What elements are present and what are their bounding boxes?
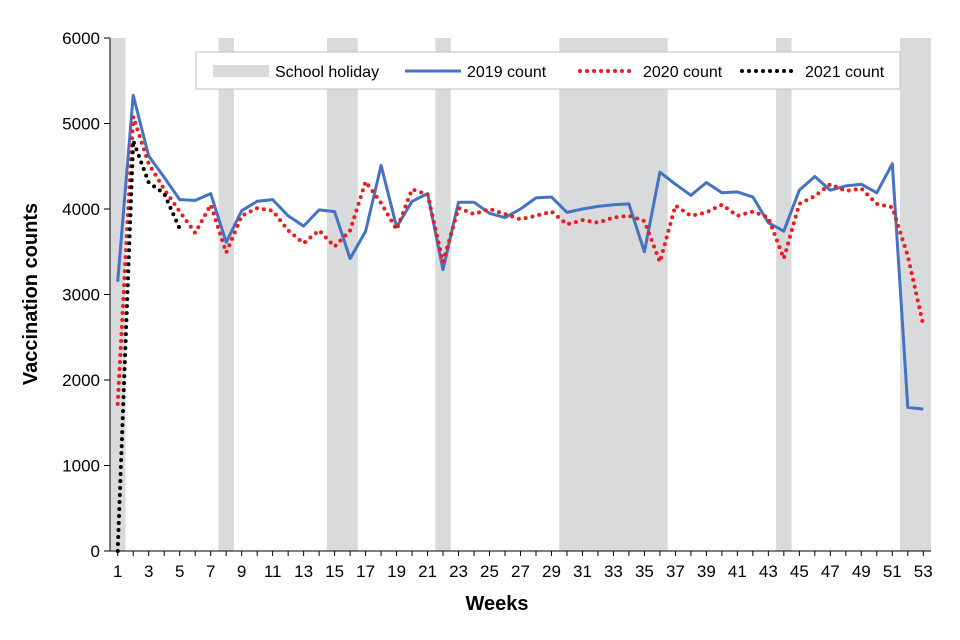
y-tick-label: 4000 xyxy=(62,200,100,219)
series-line-2019-count xyxy=(116,93,924,411)
y-tick-label: 6000 xyxy=(62,29,100,48)
x-tick-label: 51 xyxy=(883,562,902,581)
school-holiday-bands xyxy=(110,38,931,551)
x-tick-label: 13 xyxy=(294,562,313,581)
x-tick-label: 29 xyxy=(542,562,561,581)
data-point xyxy=(767,216,769,218)
legend-label-series: 2021 count xyxy=(805,64,885,81)
legend-label-holiday: School holiday xyxy=(275,64,379,81)
x-tick-label: 41 xyxy=(728,562,747,581)
x-tick-label: 37 xyxy=(666,562,685,581)
data-point xyxy=(535,215,537,217)
x-tick-label: 25 xyxy=(480,562,499,581)
y-tick-label: 5000 xyxy=(62,115,100,134)
series-line-2021-count xyxy=(115,138,182,553)
y-tick-label: 3000 xyxy=(62,286,100,305)
y-axis: 0 1000 2000 3000 4000 5000 6000 xyxy=(62,29,111,561)
x-tick-label: 45 xyxy=(790,562,809,581)
x-tick-label: 33 xyxy=(604,562,623,581)
data-point xyxy=(395,228,397,230)
x-tick-label: 7 xyxy=(206,562,215,581)
y-axis-title: Vaccination counts xyxy=(20,203,42,385)
x-tick-label: 17 xyxy=(356,562,375,581)
x-tick-label: 19 xyxy=(387,562,406,581)
x-tick-label: 47 xyxy=(821,562,840,581)
holiday-band-4 xyxy=(435,38,451,551)
x-tick-label: 5 xyxy=(175,562,184,581)
y-tick-label: 0 xyxy=(91,542,100,561)
x-tick-label: 53 xyxy=(914,562,933,581)
x-tick-label: 9 xyxy=(237,562,246,581)
x-axis-title: Weeks xyxy=(465,593,528,615)
y-tick-label: 2000 xyxy=(62,371,100,390)
series-line-2020-count xyxy=(115,114,926,406)
x-axis: 1 3 5 7 9 11 13 15 17 19 21 23 25 27 29 31 33 35 37 39 41 43 4… xyxy=(110,550,933,581)
x-tick-label: 11 xyxy=(264,562,282,581)
x-tick-label: 43 xyxy=(759,562,778,581)
holiday-band-6 xyxy=(776,38,792,551)
x-tick-label: 49 xyxy=(852,562,871,581)
x-tick-label: 15 xyxy=(325,562,344,581)
holiday-band-2 xyxy=(218,38,234,551)
x-tick-label: 35 xyxy=(635,562,654,581)
x-tick-label: 3 xyxy=(144,562,153,581)
holiday-band-1 xyxy=(110,38,126,551)
data-point xyxy=(845,190,847,192)
holiday-band-3 xyxy=(326,38,358,551)
x-tick-label: 21 xyxy=(418,562,437,581)
x-tick-label: 39 xyxy=(697,562,716,581)
y-tick-label: 1000 xyxy=(62,457,100,476)
x-tick-label: 23 xyxy=(449,562,468,581)
x-tick-label: 1 xyxy=(113,562,122,581)
x-tick-label: 31 xyxy=(573,562,592,581)
x-tick-label: 27 xyxy=(511,562,530,581)
holiday-band-5 xyxy=(559,38,668,551)
legend: School holiday 2019 count 2020 count 2021 c… xyxy=(195,51,901,90)
series-layer xyxy=(115,93,926,553)
legend-label-series: 2019 count xyxy=(467,64,547,81)
legend-label-series: 2020 count xyxy=(643,64,723,81)
legend-swatch-holiday xyxy=(213,65,269,77)
